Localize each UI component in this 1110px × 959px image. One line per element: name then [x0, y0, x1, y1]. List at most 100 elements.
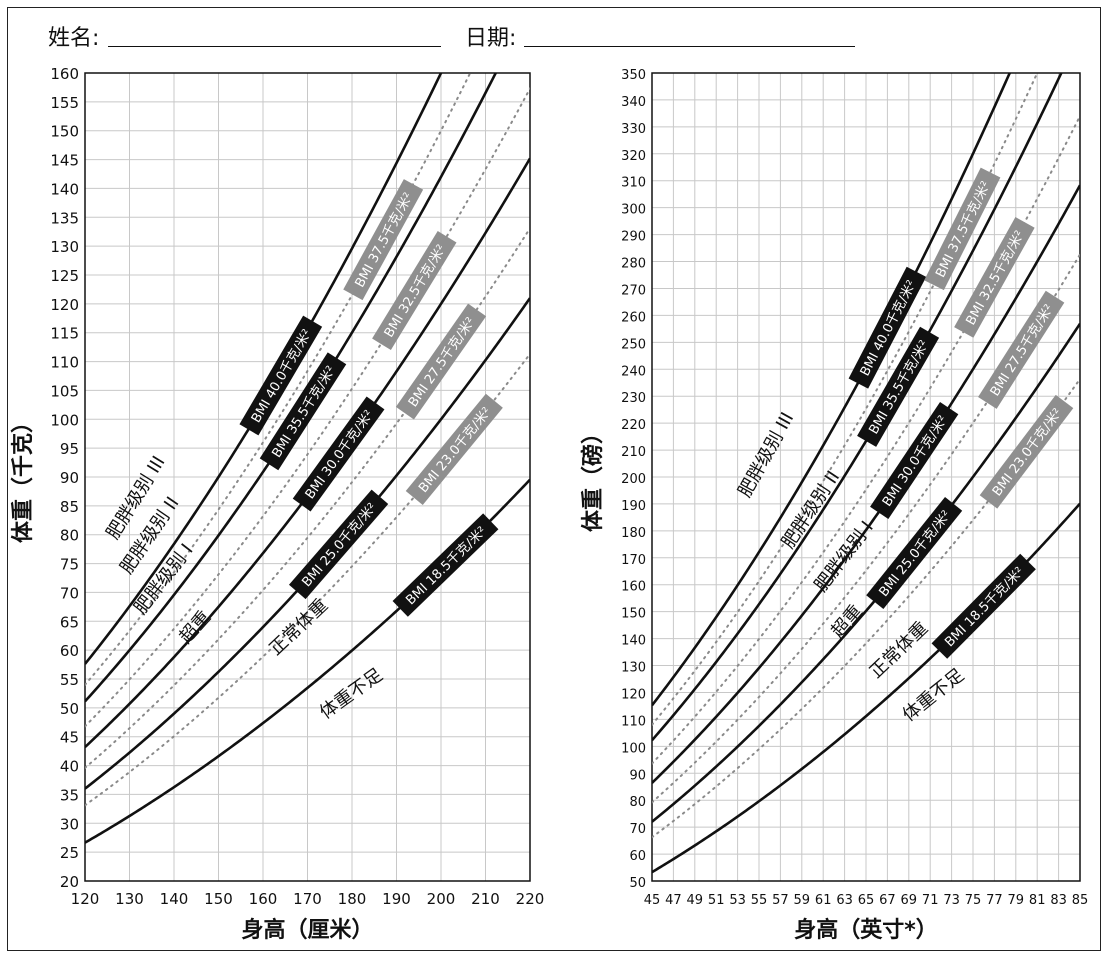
- y-tick-label: 130: [621, 661, 646, 676]
- series-label-box: [405, 393, 503, 506]
- y-tick-label: 150: [50, 123, 79, 141]
- series-label-box: [954, 217, 1035, 338]
- series-label-box: [848, 266, 927, 389]
- x-tick-label: 53: [729, 893, 746, 908]
- x-tick-label: 61: [815, 893, 832, 908]
- y-tick-label: 320: [621, 149, 646, 164]
- name-label: 姓名:: [48, 26, 100, 51]
- page-frame: [7, 7, 1101, 951]
- x-tick-label: 180: [338, 890, 367, 908]
- x-tick-label: 140: [160, 890, 189, 908]
- y-tick-label: 50: [629, 876, 646, 891]
- x-tick-label: 67: [879, 893, 896, 908]
- x-tick-label: 79: [1008, 893, 1025, 908]
- x-tick-label: 47: [665, 893, 682, 908]
- x-tick-label: 49: [687, 893, 704, 908]
- y-tick-label: 180: [621, 526, 646, 541]
- x-tick-label: 170: [293, 890, 322, 908]
- y-tick-label: 280: [621, 257, 646, 272]
- x-tick-label: 55: [751, 893, 768, 908]
- y-tick-label: 25: [60, 844, 79, 862]
- series-label-box: [924, 167, 1001, 291]
- y-tick-label: 60: [629, 849, 646, 864]
- y-tick-label: 260: [621, 310, 646, 325]
- series-label-text: BMI 30.0千克/米²: [303, 408, 377, 502]
- y-tick-label: 160: [621, 580, 646, 595]
- x-tick-label: 71: [922, 893, 939, 908]
- y-tick-label: 210: [621, 445, 646, 460]
- y-tick-label: 270: [621, 283, 646, 298]
- series-label-box: [979, 394, 1074, 509]
- series-label: BMI 18.5千克/米²: [931, 553, 1036, 659]
- y-tick-label: 200: [621, 472, 646, 487]
- zone-label: 超重: [827, 601, 867, 642]
- series-label-text: BMI 18.5千克/米²: [403, 524, 489, 608]
- y-tick-label: 110: [621, 714, 646, 729]
- y-tick-label: 145: [50, 152, 79, 170]
- y-tick-label: 95: [60, 440, 79, 458]
- y-tick-label: 100: [621, 741, 646, 756]
- y-tick-label: 135: [50, 209, 79, 227]
- y-tick-label: 140: [621, 634, 646, 649]
- series-label-box: [343, 179, 424, 301]
- series-label-box: [931, 553, 1036, 659]
- series-label-text: BMI 23.0千克/米²: [416, 405, 495, 496]
- y-tick-label: 80: [629, 795, 646, 810]
- y-tick-label: 85: [60, 498, 79, 516]
- y-tick-label: 310: [621, 176, 646, 191]
- y-axis-title: 体重（千克）: [10, 411, 36, 543]
- y-tick-label: 150: [621, 607, 646, 622]
- y-tick-label: 125: [50, 267, 79, 285]
- plot-frame: [84, 72, 531, 882]
- y-tick-label: 100: [50, 411, 79, 429]
- y-tick-label: 350: [621, 68, 646, 83]
- bmi-curve-37-5: [85, 73, 472, 686]
- series-label-box: [288, 489, 389, 600]
- y-tick-label: 190: [621, 499, 646, 514]
- date-field[interactable]: [524, 46, 855, 47]
- chart-metric: 120 130 140 150 160 170 180 190 200 210 220 20 25 30 3…: [10, 65, 545, 943]
- series-label-box: [372, 230, 457, 351]
- x-tick-label: 69: [901, 893, 918, 908]
- series-label-box: [259, 352, 347, 471]
- x-tick-label: 160: [249, 890, 278, 908]
- bmi-curve-23: [652, 378, 1080, 839]
- y-tick-label: 80: [60, 527, 79, 545]
- x-tick-label: 59: [794, 893, 811, 908]
- series-label: BMI 23.0千克/米²: [979, 394, 1074, 509]
- x-tick-label: 51: [708, 893, 725, 908]
- zone-label: 肥胖级别 II: [778, 467, 844, 552]
- y-tick-label: 75: [60, 556, 79, 574]
- y-tick-label: 105: [50, 382, 79, 400]
- y-tick-label: 45: [60, 729, 79, 747]
- x-axis-title: 身高（厘米）: [241, 917, 373, 943]
- x-tick-label: 210: [471, 890, 500, 908]
- y-tick-label: 35: [60, 786, 79, 804]
- y-tick-label: 240: [621, 364, 646, 379]
- bmi-curve-35-5: [652, 73, 1063, 742]
- bmi-curve-32-5: [85, 87, 530, 728]
- x-tick-label: 120: [71, 890, 100, 908]
- y-tick-label: 130: [50, 238, 79, 256]
- series-label: BMI 27.5千克/米²: [978, 290, 1065, 409]
- x-tick-label: 220: [516, 890, 545, 908]
- series-label-box: [857, 326, 940, 447]
- x-tick-label: 45: [644, 893, 661, 908]
- bmi-curve-27-5: [652, 253, 1080, 804]
- y-tick-label: 170: [621, 553, 646, 568]
- x-axis-title: 身高（英寸*）: [794, 917, 938, 943]
- y-tick-label: 120: [621, 687, 646, 702]
- y-tick-label: 300: [621, 203, 646, 218]
- series-label-text: BMI 25.0千克/米²: [876, 508, 954, 600]
- bmi-curve-23: [85, 352, 530, 807]
- bmi-curve-30: [652, 184, 1080, 784]
- x-tick-label: 190: [382, 890, 411, 908]
- series-label-text: BMI 23.0千克/米²: [990, 406, 1066, 499]
- y-tick-label: 340: [621, 95, 646, 110]
- series-label-text: BMI 27.5千克/米²: [988, 302, 1057, 399]
- name-field[interactable]: [108, 46, 441, 47]
- series-label: BMI 18.5千克/米²: [392, 513, 499, 617]
- y-tick-label: 220: [621, 418, 646, 433]
- series-label-text: BMI 32.5千克/米²: [382, 242, 450, 340]
- x-tick-label: 63: [836, 893, 853, 908]
